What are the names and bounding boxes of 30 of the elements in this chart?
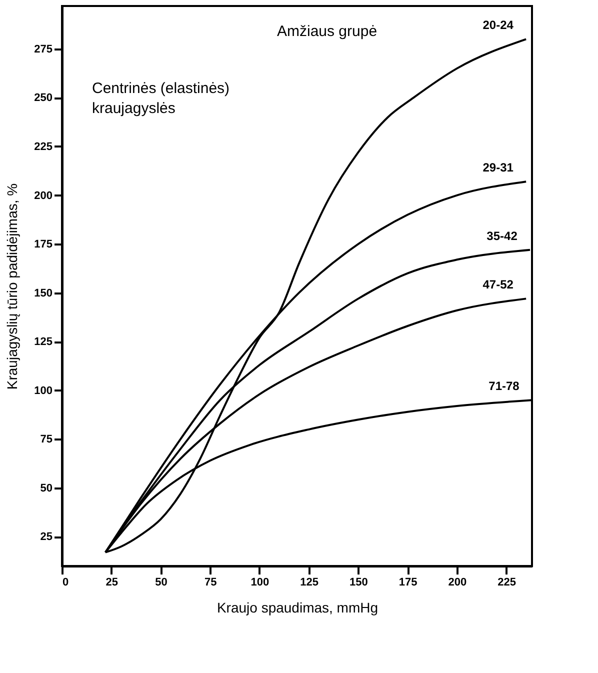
x-tick-label: 175	[398, 576, 418, 588]
series-label: 35-42	[486, 228, 518, 243]
annotation: Centrinės (elastinės) kraujagyslės	[92, 80, 230, 117]
series-label: 20-24	[482, 18, 514, 32]
y-axis-title: Kraujagyslių tūrio padidėjimas, %	[4, 183, 20, 390]
y-tick-label: 250	[34, 92, 52, 104]
y-tick-label: 125	[34, 336, 52, 348]
y-tick-label: 275	[34, 43, 52, 56]
series-label: 47-52	[482, 278, 514, 292]
annotation: Amžiaus grupė	[277, 23, 378, 40]
series-label: 71-78	[488, 379, 520, 394]
x-tick-label: 0	[62, 576, 69, 588]
x-tick-label: 50	[155, 576, 168, 588]
x-axis-title: Kraujo spaudimas, mmHg	[216, 600, 378, 616]
y-tick-label: 225	[34, 140, 52, 153]
series-label: 29-31	[482, 160, 514, 175]
y-tick-label: 175	[34, 238, 52, 251]
y-tick-label: 200	[34, 190, 52, 202]
x-tick-label: 225	[498, 576, 516, 588]
x-tick-label: 25	[106, 576, 118, 588]
x-tick-label: 75	[204, 576, 217, 588]
x-tick-label: 100	[250, 576, 270, 588]
x-tick-label: 125	[300, 576, 319, 588]
y-tick-label: 100	[34, 384, 52, 397]
y-tick-label: 150	[34, 287, 52, 300]
y-tick-label: 25	[40, 531, 52, 544]
y-tick-label: 50	[40, 482, 52, 494]
y-tick-label: 75	[40, 434, 52, 446]
x-tick-label: 150	[350, 576, 368, 588]
x-tick-label: 200	[448, 576, 467, 588]
